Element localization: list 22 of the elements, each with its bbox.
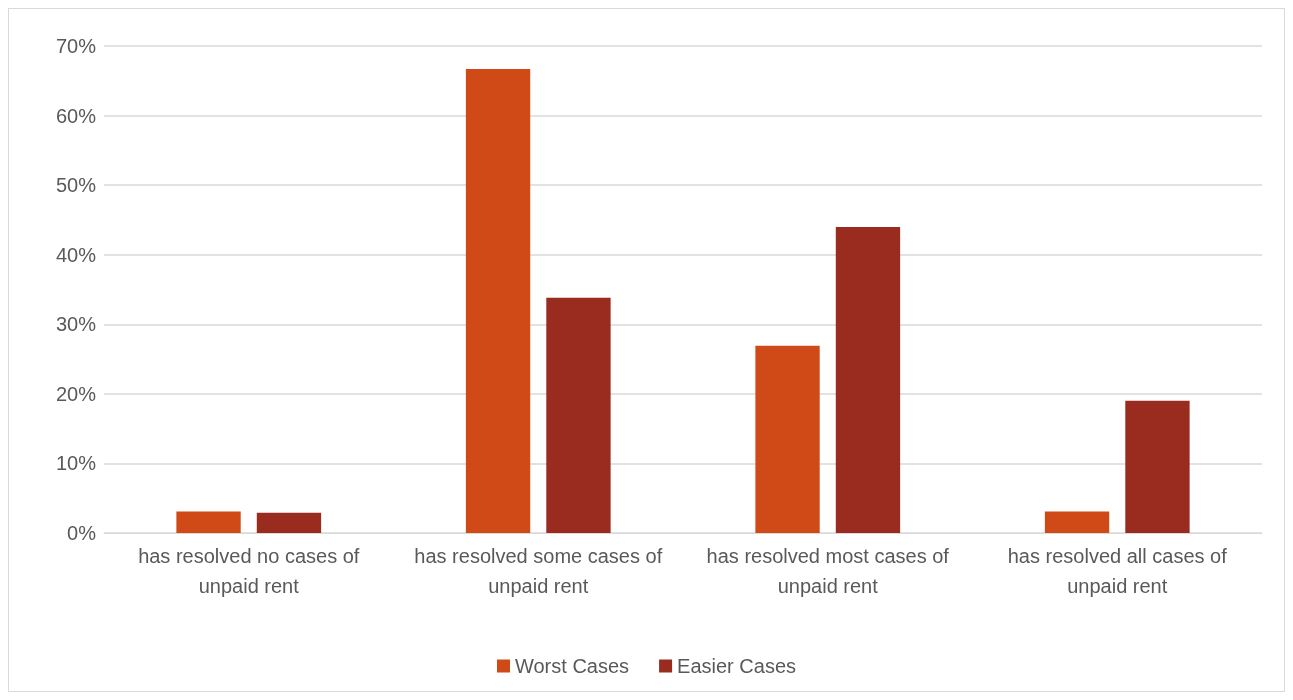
bar — [176, 511, 241, 533]
y-tick-label: 70% — [55, 35, 97, 57]
bar — [755, 345, 820, 533]
y-tick-label: 10% — [55, 452, 97, 475]
y-tick-label: 0% — [67, 522, 97, 544]
y-tick-label: 30% — [55, 313, 97, 336]
y-tick-label: 20% — [55, 382, 97, 405]
x-tick-label: has resolved most cases of unpaid rent — [706, 545, 950, 597]
bar — [546, 297, 611, 533]
x-tick-label: has resolved all cases of unpaid rent — [1007, 545, 1228, 597]
y-tick-label: 50% — [55, 174, 97, 197]
bar — [256, 512, 322, 533]
legend-label: Easier Cases — [677, 655, 797, 677]
bar — [1044, 511, 1110, 533]
legend-label: Worst Cases — [514, 655, 630, 677]
bar — [1125, 400, 1190, 533]
bar — [465, 68, 531, 533]
x-tick-label: has resolved no cases of unpaid rent — [138, 545, 360, 597]
bar — [835, 226, 901, 533]
x-tick-label: has resolved some cases of unpaid rent — [414, 545, 663, 597]
y-tick-label: 40% — [55, 243, 97, 266]
y-tick-label: 60% — [55, 104, 97, 127]
